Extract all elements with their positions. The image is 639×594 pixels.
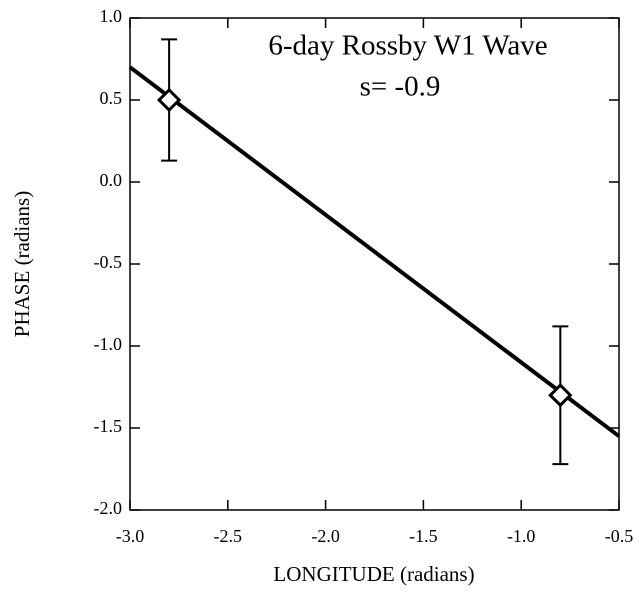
x-tick-label: -2.5 [214, 526, 243, 546]
y-axis-label: PHASE (radians) [10, 191, 34, 337]
y-tick-label: 0.5 [100, 88, 123, 108]
y-tick-label: -1.5 [94, 416, 123, 436]
fit-line [128, 65, 621, 438]
y-tick-label: -2.0 [94, 498, 123, 518]
annotation: s= -0.9 [360, 71, 441, 103]
x-tick-label: -2.0 [311, 526, 340, 546]
x-tick-label: -3.0 [116, 526, 145, 546]
y-tick-label: -1.0 [94, 334, 123, 354]
x-axis-label: LONGITUDE (radians) [273, 562, 474, 586]
y-tick-label: 1.0 [100, 6, 123, 26]
data-point [548, 383, 573, 408]
data-point [156, 87, 182, 113]
y-tick-label: -0.5 [94, 252, 123, 272]
x-tick-label: -1.0 [507, 526, 536, 546]
annotation: 6-day Rossby W1 Wave [268, 30, 547, 62]
x-tick-label: -1.5 [409, 526, 438, 546]
y-tick-label: 0.0 [100, 170, 123, 190]
x-tick-label: -0.5 [605, 526, 634, 546]
